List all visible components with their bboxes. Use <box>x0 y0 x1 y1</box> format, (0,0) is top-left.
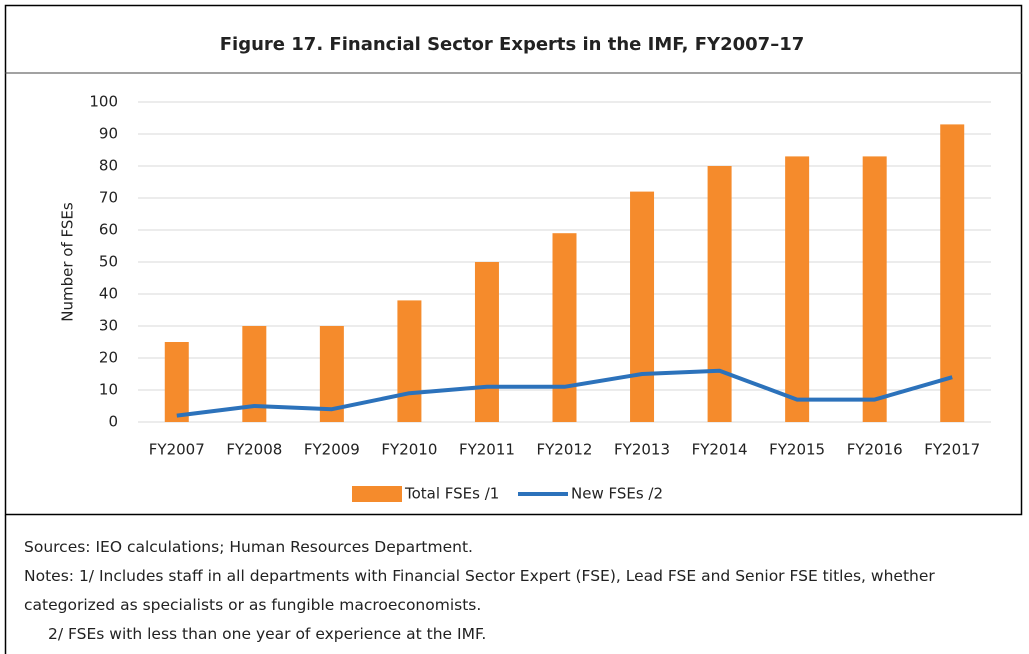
y-axis-label: Number of FSEs <box>59 202 77 322</box>
y-tick-label: 90 <box>99 125 118 143</box>
bar <box>785 156 810 422</box>
x-tick-label: FY2012 <box>537 441 593 459</box>
y-tick-label: 50 <box>99 253 118 271</box>
x-tick-label: FY2014 <box>692 441 748 459</box>
y-tick-label: 0 <box>108 413 118 431</box>
legend-swatch <box>352 486 402 502</box>
x-tick-label: FY2013 <box>614 441 670 459</box>
y-tick-label: 30 <box>99 317 118 335</box>
y-tick-label: 20 <box>99 349 118 367</box>
legend-label: Total FSEs /1 <box>404 485 499 503</box>
x-tick-label: FY2008 <box>226 441 282 459</box>
chart-frame <box>4 4 1023 516</box>
y-tick-label: 80 <box>99 157 118 175</box>
y-tick-label: 10 <box>99 381 118 399</box>
line <box>176 368 953 418</box>
note-1: Notes: 1/ Includes staff in all departme… <box>24 562 1014 620</box>
x-tick-label: FY2011 <box>459 441 515 459</box>
x-tick-label: FY2015 <box>769 441 825 459</box>
x-tick-label: FY2007 <box>149 441 205 459</box>
x-tick-label: FY2009 <box>304 441 360 459</box>
notes: Sources: IEO calculations; Human Resourc… <box>24 533 1014 649</box>
bar <box>707 166 732 422</box>
y-tick-label: 60 <box>99 221 118 239</box>
x-tick-label: FY2016 <box>847 441 903 459</box>
x-tick-label: FY2017 <box>924 441 980 459</box>
bar <box>474 262 499 422</box>
legend-label: New FSEs /2 <box>571 485 663 503</box>
sources: Sources: IEO calculations; Human Resourc… <box>24 538 473 556</box>
bar <box>862 156 887 422</box>
note-2: 2/ FSEs with less than one year of exper… <box>48 625 487 643</box>
x-tick-label: FY2010 <box>381 441 437 459</box>
y-tick-label: 70 <box>99 189 118 207</box>
bar <box>164 342 189 422</box>
chart-title: Figure 17. Financial Sector Experts in t… <box>220 34 805 55</box>
bar <box>940 124 965 423</box>
y-tick-label: 100 <box>89 93 118 111</box>
note-text: 1/ Includes staff in all departments wit… <box>24 567 935 614</box>
bar <box>397 300 422 422</box>
bar <box>552 233 577 422</box>
bar <box>630 191 655 422</box>
y-tick-label: 40 <box>99 285 118 303</box>
notes-label: Notes: <box>24 567 74 585</box>
